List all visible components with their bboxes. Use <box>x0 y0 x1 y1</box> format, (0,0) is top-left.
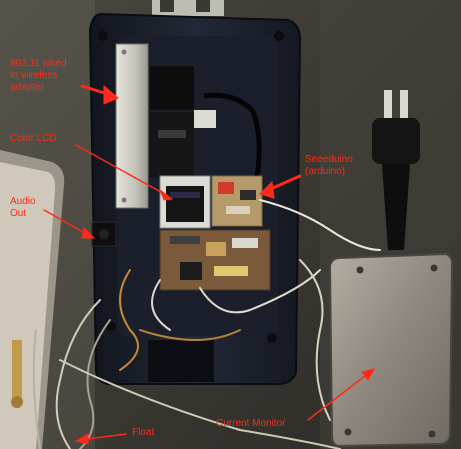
power-plug <box>372 90 420 250</box>
label-wireless-adapter: 802.11 wired to wireless adapter <box>10 58 67 93</box>
float-sensor <box>11 340 23 408</box>
label-color-lcd: Color LCD <box>10 133 57 144</box>
top-bracket <box>152 0 224 16</box>
seeeduino-board <box>211 175 263 227</box>
audio-jack <box>91 221 117 247</box>
label-seeeduino: Seeeduino (arduino) <box>305 154 353 177</box>
color-lcd <box>159 175 211 229</box>
label-current-monitor: Current Monitor <box>216 418 286 429</box>
annotation-arrows <box>43 84 375 445</box>
wire-bundle <box>32 199 381 449</box>
label-float: Float <box>132 427 155 438</box>
circuit-board <box>159 229 271 291</box>
label-audio-out: Audio Out <box>10 196 36 219</box>
current-monitor-box <box>328 252 454 448</box>
wireless-adapter <box>115 43 216 209</box>
black-cable <box>203 92 262 205</box>
